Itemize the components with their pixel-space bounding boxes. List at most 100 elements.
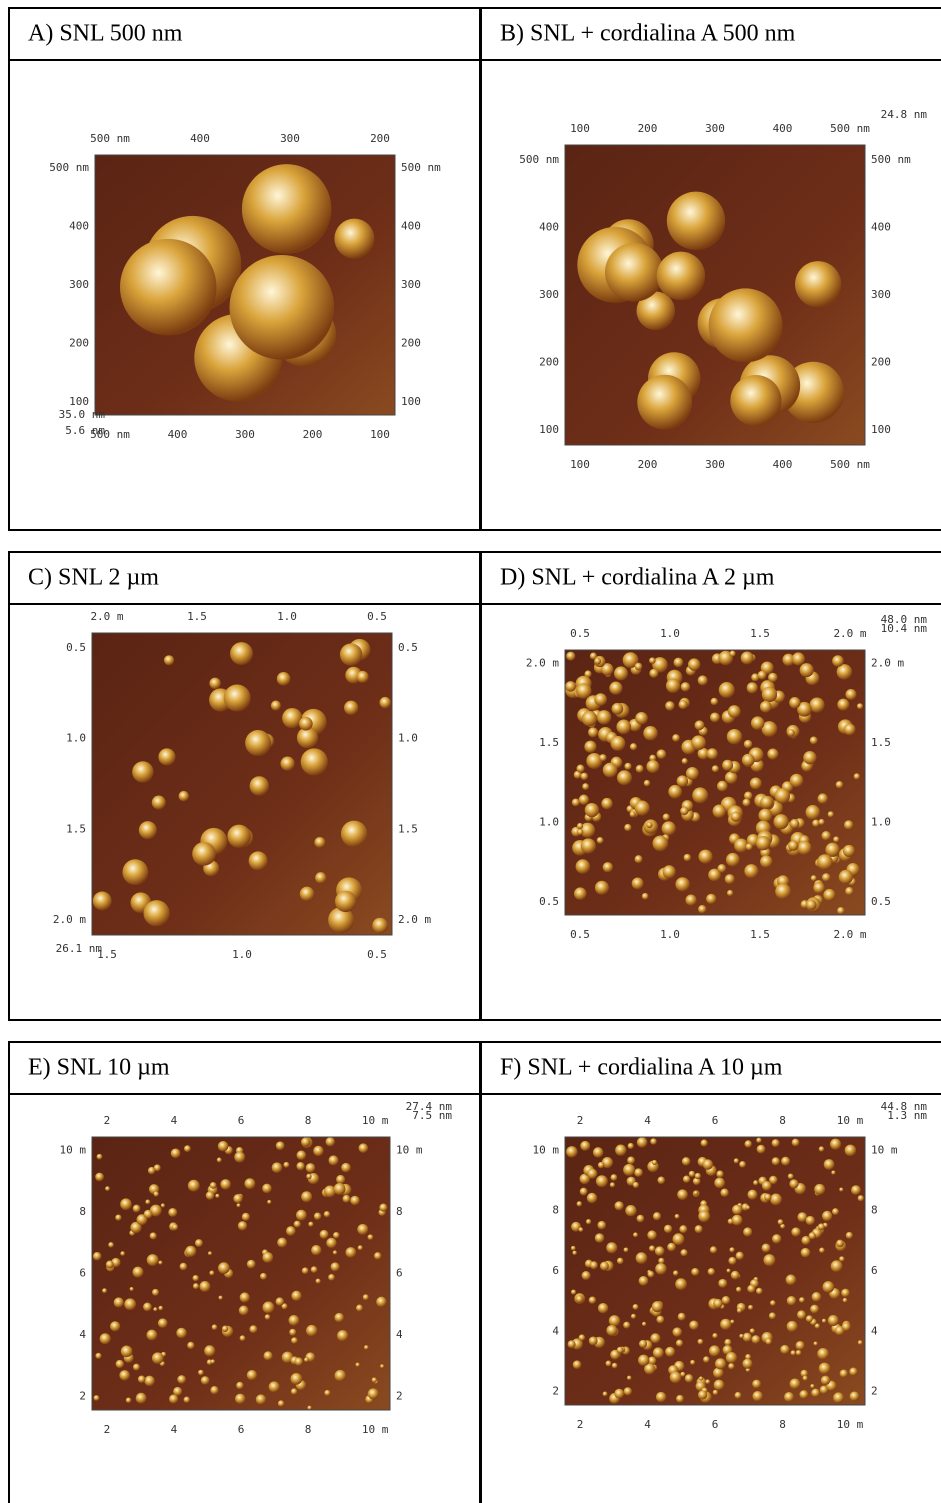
afm-feature xyxy=(691,1268,699,1276)
afm-feature xyxy=(100,1333,111,1344)
afm-feature xyxy=(684,854,691,861)
afm-feature xyxy=(786,1275,797,1286)
afm-feature xyxy=(858,1195,864,1201)
afm-feature xyxy=(747,682,758,693)
axis-label: 10 m xyxy=(837,1114,864,1127)
afm-feature xyxy=(161,1203,165,1207)
axis-label: 6 xyxy=(238,1423,245,1436)
afm-feature xyxy=(714,1178,725,1189)
axis-label: 400 xyxy=(773,458,793,471)
afm-feature xyxy=(821,831,830,840)
axis-label: 2.0 m xyxy=(833,627,866,640)
afm-feature xyxy=(818,819,824,825)
afm-feature xyxy=(705,1379,710,1384)
afm-feature xyxy=(698,1339,704,1345)
afm-feature xyxy=(212,1324,218,1330)
axis-label: 8 xyxy=(305,1423,312,1436)
afm-feature xyxy=(751,1335,760,1344)
afm-feature xyxy=(800,663,814,677)
afm-feature xyxy=(313,1146,323,1156)
afm-feature xyxy=(739,1161,746,1168)
afm-feature xyxy=(199,1281,210,1292)
afm-feature xyxy=(180,1263,188,1271)
axis-label: 8 xyxy=(871,1204,878,1217)
afm-feature xyxy=(658,1258,664,1264)
afm-feature xyxy=(334,219,374,259)
afm-feature xyxy=(631,1314,636,1319)
afm-feature xyxy=(595,1233,605,1243)
axis-label: 300 xyxy=(280,132,300,145)
axis-label: 4 xyxy=(79,1328,86,1341)
afm-feature xyxy=(311,1245,321,1255)
afm-feature xyxy=(632,878,644,890)
afm-feature xyxy=(595,881,609,895)
afm-feature xyxy=(801,1248,811,1258)
afm-feature xyxy=(600,1262,609,1271)
afm-feature xyxy=(680,1249,687,1256)
afm-feature xyxy=(582,711,597,726)
afm-feature xyxy=(579,1227,584,1232)
afm-feature xyxy=(647,1230,656,1239)
afm-feature xyxy=(262,1184,272,1194)
afm-feature xyxy=(698,850,712,864)
afm-feature xyxy=(840,1369,848,1377)
afm-feature xyxy=(218,1141,228,1151)
afm-feature xyxy=(236,1382,244,1390)
afm-feature xyxy=(657,1176,665,1184)
afm-feature xyxy=(357,671,369,683)
afm-feature xyxy=(187,1342,194,1349)
afm-feature xyxy=(617,770,632,785)
axis-label: 6 xyxy=(552,1264,559,1277)
afm-feature xyxy=(337,1330,348,1341)
axis-label: 10 m xyxy=(871,1143,898,1156)
afm-feature xyxy=(609,682,622,695)
afm-feature xyxy=(797,1310,806,1319)
axis-label: 2.0 m xyxy=(833,928,866,941)
z-scale-label: 7.5 nm xyxy=(412,1109,452,1122)
afm-feature xyxy=(372,918,388,934)
afm-feature xyxy=(210,1386,218,1394)
afm-feature xyxy=(306,1325,317,1336)
afm-feature xyxy=(810,698,825,713)
axis-label: 100 xyxy=(570,458,590,471)
afm-feature xyxy=(809,1232,816,1239)
afm-feature xyxy=(95,1353,101,1359)
afm-feature xyxy=(681,682,690,691)
afm-feature xyxy=(269,1381,280,1392)
afm-feature xyxy=(713,805,726,818)
afm-feature xyxy=(195,1239,203,1247)
afm-feature xyxy=(836,781,844,789)
axis-label: 300 xyxy=(705,458,725,471)
afm-feature xyxy=(579,795,589,805)
afm-feature xyxy=(772,1139,780,1147)
axis-label: 2.0 m xyxy=(871,656,904,669)
afm-feature xyxy=(725,771,737,783)
afm-feature xyxy=(743,1333,752,1342)
afm-feature xyxy=(177,1375,186,1384)
afm-feature xyxy=(788,1173,794,1179)
axis-label: 4 xyxy=(871,1324,878,1337)
afm-feature xyxy=(796,1341,805,1350)
afm-feature xyxy=(136,1393,147,1404)
afm-feature xyxy=(237,1203,241,1207)
afm-feature xyxy=(662,821,676,835)
axis-label: 200 xyxy=(303,428,323,441)
afm-feature xyxy=(667,1243,676,1252)
afm-feature xyxy=(144,1376,155,1387)
afm-feature xyxy=(689,1320,698,1329)
afm-feature xyxy=(762,1181,772,1191)
afm-feature xyxy=(217,1158,222,1163)
afm-feature xyxy=(718,1279,727,1288)
afm-feature xyxy=(633,1304,639,1310)
afm-feature xyxy=(239,1306,249,1316)
afm-feature xyxy=(233,1194,242,1203)
afm-feature xyxy=(758,809,772,823)
axis-label: 300 xyxy=(705,122,725,135)
axis-label: 500 nm xyxy=(830,122,870,135)
afm-feature xyxy=(636,1252,648,1264)
afm-feature xyxy=(811,1389,820,1398)
axis-label: 100 xyxy=(401,395,421,408)
afm-feature xyxy=(644,780,651,787)
afm-feature xyxy=(603,763,618,778)
afm-feature xyxy=(304,1357,309,1362)
